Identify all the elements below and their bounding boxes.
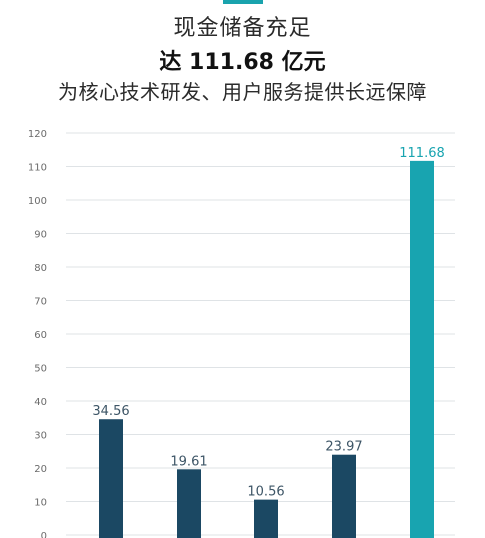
y-tick-label: 20 (34, 464, 47, 475)
y-tick-label: 120 (28, 129, 47, 140)
bar-data-label: 34.56 (92, 404, 129, 419)
y-tick-label: 0 (41, 531, 47, 538)
y-tick-label: 80 (34, 263, 47, 274)
bar-data-label: 10.56 (247, 485, 284, 500)
y-tick-label: 90 (34, 230, 47, 241)
headline-line-1: 现金储备充足 (173, 16, 312, 41)
bar (254, 499, 278, 538)
bar-data-label: 19.61 (170, 454, 207, 469)
y-tick-label: 40 (34, 397, 47, 408)
y-tick-label: 50 (34, 364, 47, 375)
y-tick-label: 70 (34, 297, 47, 308)
y-tick-label: 60 (34, 330, 47, 341)
bar (332, 454, 356, 538)
bar (177, 469, 201, 538)
headline-line-2: 达 111.68 亿元 (159, 50, 326, 75)
y-tick-label: 100 (28, 196, 47, 207)
headline-line-3: 为核心技术研发、用户服务提供长远保障 (58, 80, 427, 104)
bar (410, 160, 434, 538)
bar-data-label: 23.97 (325, 440, 362, 455)
bar (99, 419, 123, 538)
y-tick-label: 10 (34, 498, 47, 509)
y-tick-label: 110 (28, 163, 47, 174)
y-tick-label: 30 (34, 431, 47, 442)
top-accent-bar (223, 0, 263, 4)
bar-data-label: 111.68 (399, 146, 445, 161)
